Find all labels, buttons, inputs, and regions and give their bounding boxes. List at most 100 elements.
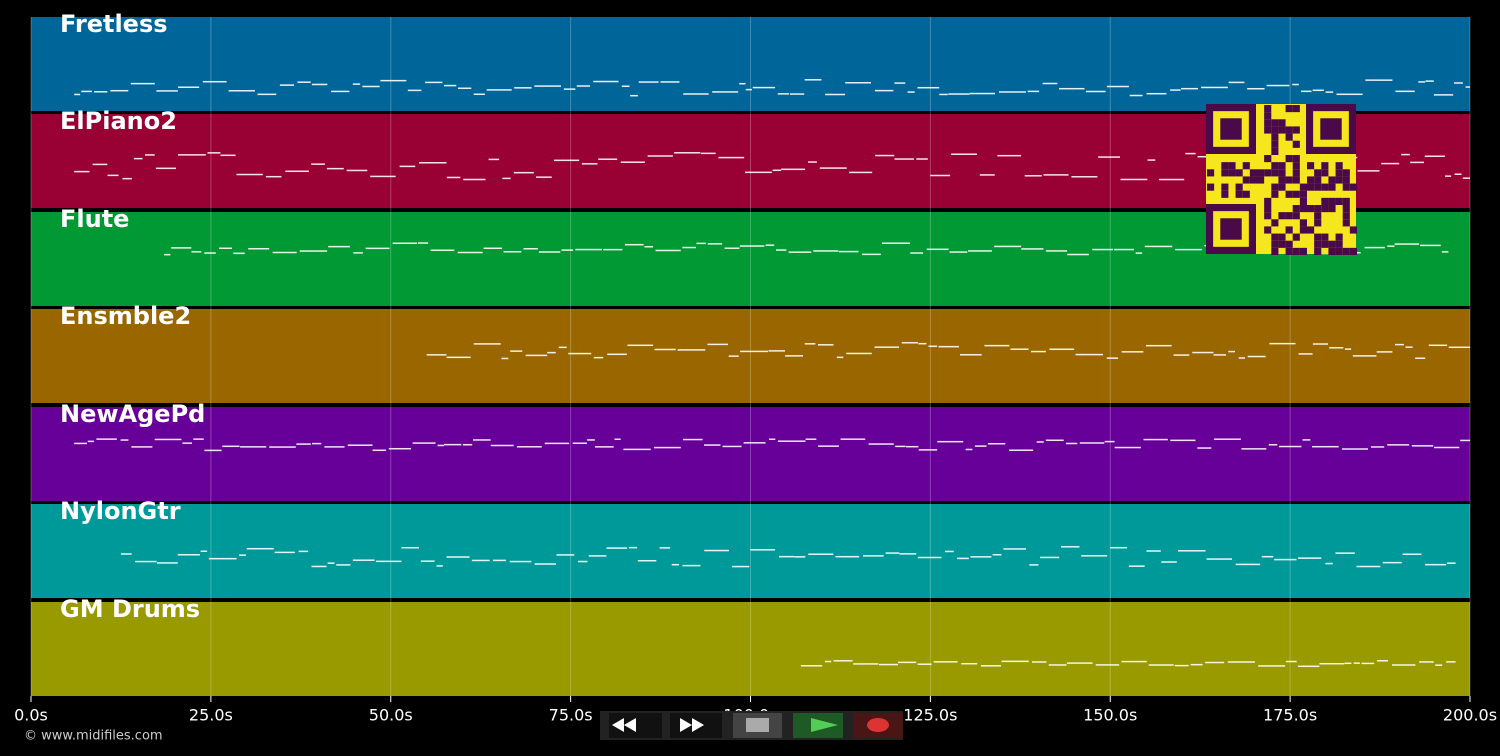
note: [392, 242, 417, 245]
note: [974, 445, 987, 447]
note: [895, 445, 906, 448]
note: [503, 251, 522, 253]
note: [311, 83, 328, 86]
play-button[interactable]: [793, 713, 843, 738]
qr-module: [1314, 240, 1322, 248]
note: [446, 556, 470, 558]
note: [677, 349, 706, 351]
note: [979, 174, 995, 176]
note: [1146, 550, 1161, 552]
note: [133, 157, 143, 160]
qr-module: [1264, 212, 1272, 220]
note: [1190, 663, 1203, 666]
note: [1401, 153, 1410, 156]
note: [1365, 79, 1393, 81]
qr-module: [1271, 247, 1279, 255]
note: [1344, 348, 1352, 350]
qr-module: [1235, 183, 1243, 191]
note: [944, 550, 954, 553]
note: [563, 88, 576, 90]
note: [836, 356, 844, 359]
note: [1247, 87, 1265, 90]
note: [425, 81, 443, 84]
note: [718, 156, 745, 159]
note: [1001, 660, 1029, 663]
note: [1192, 351, 1214, 354]
note: [1079, 442, 1105, 444]
note: [1030, 350, 1046, 353]
note: [997, 154, 1022, 157]
note: [370, 175, 396, 178]
note: [853, 663, 879, 665]
stop-button[interactable]: [733, 713, 782, 738]
x-tick-label: 50.0s: [369, 706, 413, 725]
qr-modules: [1205, 103, 1357, 255]
note: [556, 554, 575, 556]
note: [534, 85, 562, 87]
note: [1447, 562, 1456, 564]
qr-module: [1335, 176, 1343, 184]
note: [1066, 442, 1078, 445]
note: [558, 346, 567, 349]
qr-module: [1242, 176, 1250, 184]
note: [638, 81, 659, 83]
qr-module: [1328, 247, 1336, 255]
rewind-button[interactable]: [609, 713, 662, 738]
note: [956, 557, 969, 560]
note: [1235, 563, 1261, 566]
note: [122, 177, 132, 180]
note: [1433, 94, 1454, 96]
note: [1261, 555, 1274, 558]
note: [1092, 248, 1114, 251]
qr-module: [1335, 197, 1343, 205]
note: [248, 247, 270, 250]
qr-module: [1335, 247, 1343, 255]
qr-module: [1271, 183, 1279, 191]
note: [1387, 245, 1395, 247]
note: [603, 248, 623, 251]
note: [1274, 558, 1297, 561]
note: [120, 439, 129, 441]
note: [1027, 90, 1040, 93]
qr-module: [1249, 169, 1257, 177]
track-name: NewAgePd: [60, 400, 205, 428]
note: [804, 79, 822, 81]
qr-module: [1264, 205, 1272, 213]
note: [74, 170, 90, 173]
qr-module: [1271, 133, 1279, 141]
note: [1104, 440, 1115, 443]
note: [644, 246, 653, 248]
note: [745, 171, 772, 174]
qr-module: [1278, 126, 1286, 134]
note: [1228, 350, 1236, 353]
qr-module: [1257, 169, 1265, 177]
note: [207, 152, 221, 154]
note: [671, 563, 680, 566]
qr-module: [1299, 183, 1307, 191]
qr-module: [1321, 233, 1329, 241]
note: [1298, 665, 1320, 668]
note: [1319, 662, 1345, 665]
forward-button[interactable]: [670, 713, 722, 738]
note: [131, 446, 153, 448]
note: [336, 564, 351, 566]
track-area: 0.0s25.0s50.0s75.0s100.0s125.0s150.0s175…: [14, 10, 1497, 725]
qr-module: [1314, 176, 1322, 184]
note: [412, 442, 436, 444]
note: [593, 356, 604, 359]
note: [1266, 84, 1290, 87]
note: [1329, 347, 1344, 349]
note: [987, 443, 1006, 445]
note: [222, 445, 240, 448]
record-button[interactable]: [853, 713, 903, 738]
note: [274, 551, 295, 554]
note: [1106, 85, 1129, 88]
qr-module: [1314, 183, 1322, 191]
note: [910, 252, 924, 254]
note: [1381, 162, 1400, 165]
note: [509, 560, 532, 563]
note: [1410, 161, 1424, 164]
qr-module: [1307, 226, 1315, 234]
note: [1170, 89, 1181, 91]
note: [1181, 87, 1198, 90]
